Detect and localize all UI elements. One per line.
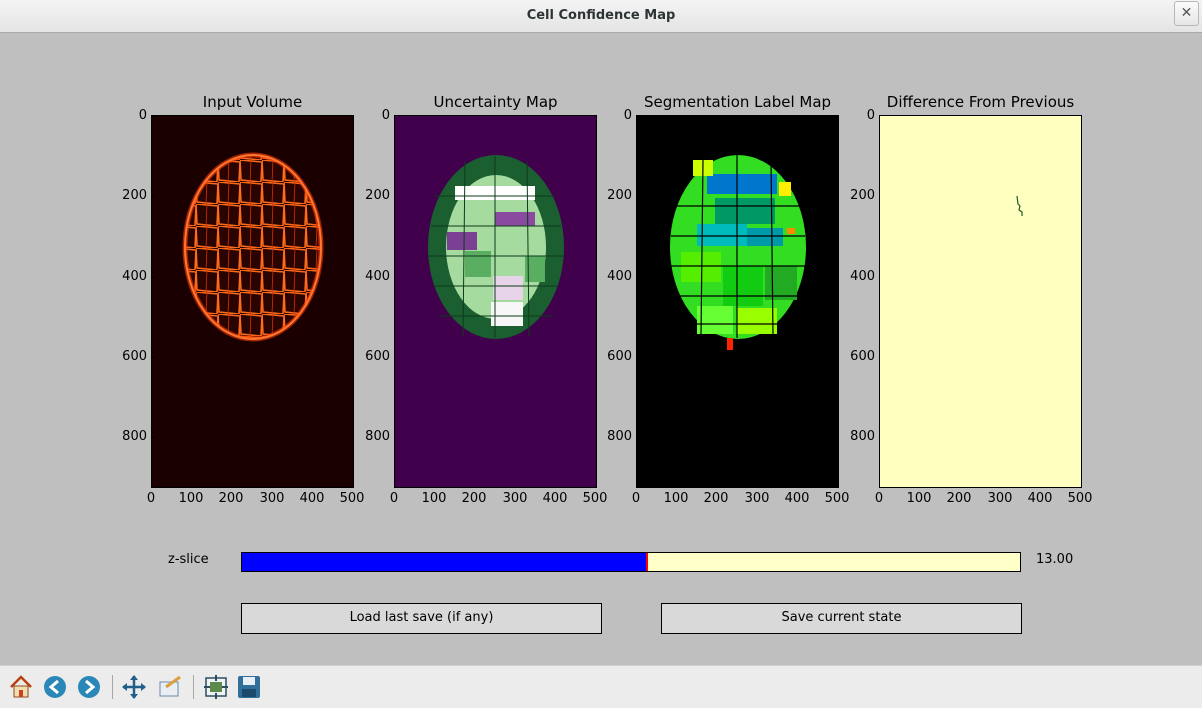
axes-input-volume[interactable]: Input Volume 0 200 400 600 800 0 100 200 bbox=[122, 93, 364, 506]
slider-fill bbox=[242, 553, 647, 571]
y-tick-label: 600 bbox=[850, 349, 875, 364]
y-tick-label: 800 bbox=[122, 429, 147, 444]
toolbar-separator bbox=[193, 675, 194, 699]
figure-canvas[interactable]: Input Volume 0 200 400 600 800 0 100 200 bbox=[0, 33, 1202, 665]
segmentation-label-map-image[interactable] bbox=[636, 115, 839, 488]
y-tick-label: 400 bbox=[850, 269, 875, 284]
y-tick-label: 0 bbox=[866, 108, 875, 123]
save-figure-icon[interactable] bbox=[235, 673, 263, 701]
slider-handle[interactable] bbox=[646, 553, 648, 571]
x-tick-label: 100 bbox=[663, 491, 689, 506]
y-tick-label: 0 bbox=[623, 108, 632, 123]
y-tick-label: 400 bbox=[122, 269, 147, 284]
x-tick-label: 100 bbox=[178, 491, 204, 506]
x-tick-label: 100 bbox=[421, 491, 447, 506]
window-title: Cell Confidence Map bbox=[526, 8, 676, 23]
subplots-config-icon[interactable] bbox=[202, 673, 230, 701]
x-tick-label: 400 bbox=[542, 491, 568, 506]
zoom-icon[interactable] bbox=[156, 673, 184, 701]
x-tick-label: 200 bbox=[461, 491, 487, 506]
y-tick-label: 800 bbox=[365, 429, 390, 444]
segmentation-label-map-svg bbox=[670, 155, 806, 350]
window-titlebar: Cell Confidence Map ✕ bbox=[0, 0, 1202, 33]
x-tick-label: 200 bbox=[946, 491, 972, 506]
y-tick-label: 600 bbox=[122, 349, 147, 364]
x-tick-label: 500 bbox=[339, 491, 365, 506]
z-slice-slider[interactable] bbox=[241, 552, 1021, 572]
y-tick-label: 0 bbox=[381, 108, 390, 123]
y-tick-label: 400 bbox=[365, 269, 390, 284]
axes-title: Difference From Previous bbox=[886, 93, 1075, 111]
y-tick-label: 800 bbox=[850, 429, 875, 444]
uncertainty-map-image[interactable] bbox=[394, 115, 597, 488]
forward-arrow-icon[interactable] bbox=[75, 673, 103, 701]
difference-map-image[interactable] bbox=[879, 115, 1082, 488]
x-tick-label: 500 bbox=[1067, 491, 1093, 506]
input-volume-svg bbox=[182, 152, 324, 342]
x-tick-label: 100 bbox=[906, 491, 932, 506]
y-tick-label: 400 bbox=[607, 269, 632, 284]
x-tick-label: 500 bbox=[824, 491, 850, 506]
z-slice-label: z-slice bbox=[168, 552, 209, 567]
back-arrow-icon[interactable] bbox=[41, 673, 69, 701]
x-tick-label: 400 bbox=[299, 491, 325, 506]
uncertainty-map-svg bbox=[428, 155, 564, 339]
axes-segmentation-label-map[interactable]: Segmentation Label Map bbox=[607, 93, 849, 506]
load-last-save-button[interactable]: Load last save (if any) bbox=[241, 603, 602, 634]
axes-title: Uncertainty Map bbox=[433, 93, 558, 111]
toolbar-separator bbox=[112, 675, 113, 699]
x-tick-label: 400 bbox=[784, 491, 810, 506]
x-tick-label: 300 bbox=[744, 491, 770, 506]
input-volume-image[interactable] bbox=[151, 115, 354, 488]
y-tick-label: 600 bbox=[365, 349, 390, 364]
close-window-button[interactable]: ✕ bbox=[1174, 1, 1199, 26]
x-tick-label: 0 bbox=[389, 491, 399, 506]
pan-icon[interactable] bbox=[120, 673, 148, 701]
y-tick-label: 200 bbox=[607, 188, 632, 203]
axes-title: Input Volume bbox=[202, 93, 303, 111]
x-tick-label: 300 bbox=[987, 491, 1013, 506]
x-tick-label: 0 bbox=[146, 491, 156, 506]
navigation-toolbar bbox=[0, 665, 1202, 708]
y-tick-label: 600 bbox=[607, 349, 632, 364]
y-tick-label: 200 bbox=[122, 188, 147, 203]
y-tick-label: 200 bbox=[850, 188, 875, 203]
axes-difference-from-previous[interactable]: Difference From Previous 0 200 400 600 8… bbox=[850, 93, 1092, 506]
axes-uncertainty-map[interactable]: Uncertainty Map 0 200 400 600 800 bbox=[365, 93, 607, 506]
y-tick-label: 200 bbox=[365, 188, 390, 203]
difference-map-svg bbox=[1016, 195, 1023, 216]
x-tick-label: 0 bbox=[631, 491, 641, 506]
home-icon[interactable] bbox=[7, 673, 35, 701]
x-tick-label: 200 bbox=[703, 491, 729, 506]
x-tick-label: 400 bbox=[1027, 491, 1053, 506]
close-icon: ✕ bbox=[1180, 5, 1193, 21]
axes-title: Segmentation Label Map bbox=[643, 93, 832, 111]
x-tick-label: 300 bbox=[259, 491, 285, 506]
save-current-state-button[interactable]: Save current state bbox=[661, 603, 1022, 634]
y-tick-label: 0 bbox=[138, 108, 147, 123]
y-tick-label: 800 bbox=[607, 429, 632, 444]
x-tick-label: 500 bbox=[582, 491, 608, 506]
x-tick-label: 0 bbox=[874, 491, 884, 506]
z-slice-value: 13.00 bbox=[1036, 552, 1074, 567]
x-tick-label: 200 bbox=[218, 491, 244, 506]
x-tick-label: 300 bbox=[502, 491, 528, 506]
